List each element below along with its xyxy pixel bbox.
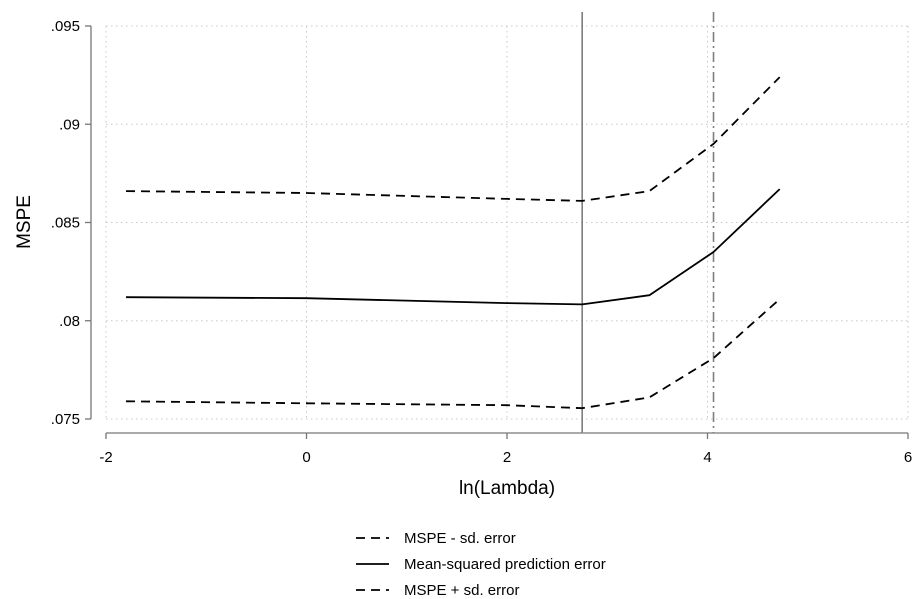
y-tick-label-2: .085 [51,215,80,232]
y-tick-label-1: .08 [59,313,80,330]
x-tick-label-0: -2 [99,449,112,466]
x-tick-label-2: 2 [503,449,511,466]
y-tick-label-3: .09 [59,116,80,133]
reference-lines [581,12,715,433]
legend-label-mspe-minus: MSPE - sd. error [404,530,516,547]
series-line-0 [125,298,781,410]
y-axis-title: MSPE [14,195,35,249]
legend: MSPE - sd. error Mean-squared prediction… [356,530,606,599]
series-line-1 [125,188,781,306]
y-tick-label-4: .095 [51,18,80,35]
y-tick-label-0: .075 [51,411,80,428]
axes [90,26,908,434]
grid [105,25,909,420]
x-axis-title: ln(Lambda) [459,478,555,499]
series-line-2 [125,76,781,202]
series-lines [125,76,781,410]
legend-label-mspe-plus: MSPE + sd. error [404,582,519,599]
x-tick-label-4: 6 [904,449,912,466]
x-tick-label-3: 4 [703,449,711,466]
x-tick-label-1: 0 [302,449,310,466]
ticks: .075 .08 .085 .09 .095 -2 0 2 4 6 [51,18,912,466]
legend-label-mspe: Mean-squared prediction error [404,556,606,573]
